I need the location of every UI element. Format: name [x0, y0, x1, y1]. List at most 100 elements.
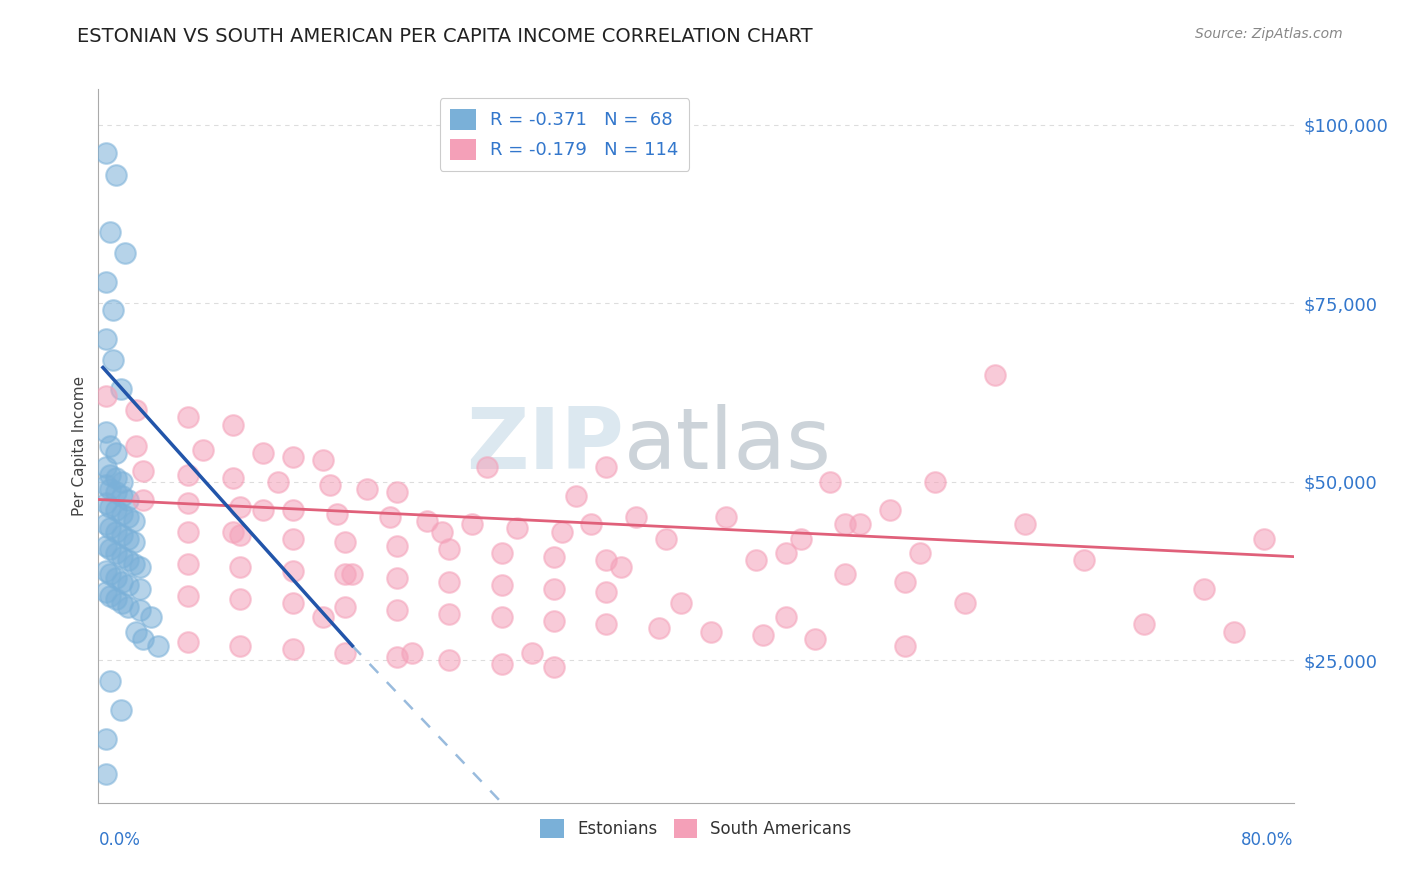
- Point: [894, 639, 917, 653]
- Point: [229, 639, 252, 653]
- Point: [129, 603, 152, 617]
- Point: [111, 528, 134, 542]
- Point: [543, 660, 565, 674]
- Point: [595, 617, 617, 632]
- Point: [98, 482, 122, 496]
- Point: [124, 535, 146, 549]
- Point: [117, 532, 139, 546]
- Point: [111, 596, 134, 610]
- Point: [430, 524, 453, 539]
- Point: [117, 578, 139, 592]
- Point: [1192, 582, 1215, 596]
- Point: [326, 507, 349, 521]
- Point: [491, 578, 513, 592]
- Point: [333, 599, 356, 614]
- Point: [105, 503, 128, 517]
- Point: [333, 535, 356, 549]
- Point: [98, 439, 122, 453]
- Point: [252, 446, 274, 460]
- Point: [439, 542, 461, 557]
- Point: [834, 517, 856, 532]
- Point: [94, 517, 117, 532]
- Point: [333, 646, 356, 660]
- Point: [94, 460, 117, 475]
- Point: [105, 471, 128, 485]
- Point: [124, 514, 146, 528]
- Point: [385, 649, 409, 664]
- Point: [105, 592, 128, 607]
- Point: [491, 546, 513, 560]
- Point: [378, 510, 401, 524]
- Legend: Estonians, South Americans: Estonians, South Americans: [533, 812, 859, 845]
- Point: [252, 503, 274, 517]
- Point: [222, 417, 245, 432]
- Point: [1312, 560, 1334, 574]
- Point: [94, 731, 117, 746]
- Point: [229, 500, 252, 514]
- Point: [117, 492, 139, 507]
- Point: [700, 624, 723, 639]
- Point: [543, 549, 565, 564]
- Text: ZIP: ZIP: [467, 404, 624, 488]
- Point: [117, 553, 139, 567]
- Point: [789, 532, 811, 546]
- Point: [111, 475, 134, 489]
- Point: [714, 510, 737, 524]
- Point: [416, 514, 439, 528]
- Point: [626, 510, 648, 524]
- Point: [111, 574, 134, 589]
- Point: [543, 614, 565, 628]
- Point: [281, 596, 304, 610]
- Point: [222, 524, 245, 539]
- Point: [98, 225, 122, 239]
- Point: [177, 557, 200, 571]
- Point: [124, 557, 146, 571]
- Point: [132, 492, 155, 507]
- Point: [98, 674, 122, 689]
- Point: [984, 368, 1007, 382]
- Y-axis label: Per Capita Income: Per Capita Income: [72, 376, 87, 516]
- Point: [439, 574, 461, 589]
- Point: [132, 464, 155, 478]
- Point: [94, 496, 117, 510]
- Point: [655, 532, 678, 546]
- Point: [114, 246, 136, 260]
- Point: [595, 553, 617, 567]
- Point: [311, 453, 333, 467]
- Point: [94, 539, 117, 553]
- Point: [281, 532, 304, 546]
- Point: [595, 460, 617, 475]
- Point: [94, 332, 117, 346]
- Point: [177, 524, 200, 539]
- Point: [491, 657, 513, 671]
- Point: [581, 517, 603, 532]
- Point: [953, 596, 976, 610]
- Point: [125, 439, 148, 453]
- Point: [105, 546, 128, 560]
- Point: [543, 582, 565, 596]
- Point: [94, 275, 117, 289]
- Point: [117, 510, 139, 524]
- Point: [98, 521, 122, 535]
- Point: [111, 549, 134, 564]
- Point: [491, 610, 513, 624]
- Text: 80.0%: 80.0%: [1241, 831, 1294, 849]
- Text: 0.0%: 0.0%: [98, 831, 141, 849]
- Point: [125, 403, 148, 417]
- Point: [105, 168, 128, 182]
- Point: [177, 496, 200, 510]
- Point: [229, 592, 252, 607]
- Point: [98, 500, 122, 514]
- Point: [775, 610, 797, 624]
- Point: [94, 585, 117, 599]
- Point: [177, 635, 200, 649]
- Point: [94, 389, 117, 403]
- Point: [129, 560, 152, 574]
- Point: [132, 632, 155, 646]
- Point: [229, 560, 252, 574]
- Point: [311, 610, 333, 624]
- Point: [281, 503, 304, 517]
- Point: [333, 567, 356, 582]
- Point: [894, 574, 917, 589]
- Point: [105, 571, 128, 585]
